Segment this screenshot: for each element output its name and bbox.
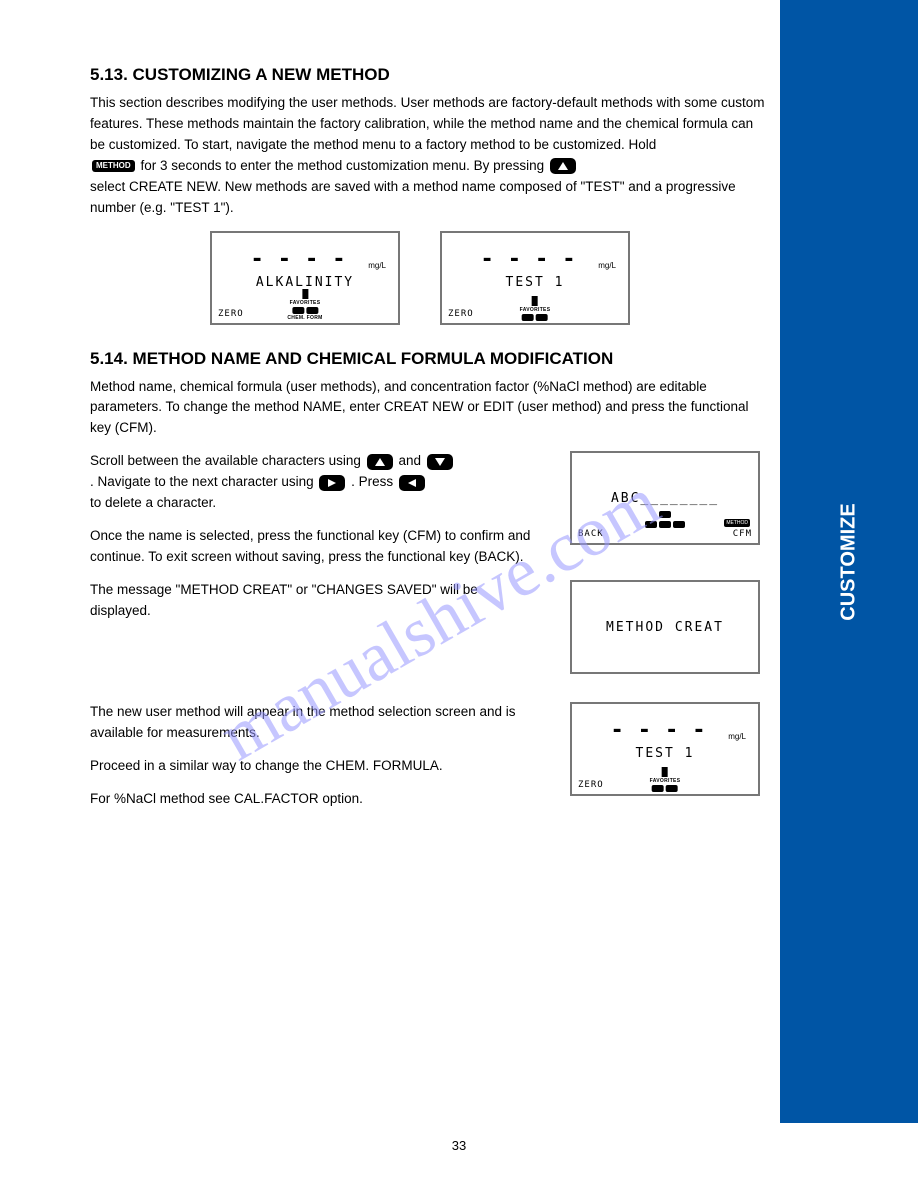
arrow-left-icon: [399, 475, 425, 491]
arrow-right-icon: [319, 475, 345, 491]
lcd-screen-abc: ABC________ BACK CFM METHOD: [570, 451, 760, 545]
lcd5-text: TEST 1: [572, 746, 758, 761]
lcd-screen-test1-a: ---- mg/L TEST 1 ZERO FAVORITES: [440, 231, 630, 325]
p3a: Scroll between the available characters …: [90, 451, 361, 472]
para1-part2: for 3 seconds to enter the method custom…: [140, 156, 544, 177]
lcd1-vial-icon: [302, 289, 308, 299]
paragraph-3: Scroll between the available characters …: [90, 451, 540, 514]
page-number: 33: [0, 1138, 918, 1153]
lcd5-vial-icon: [662, 767, 668, 777]
paragraph-7: Proceed in a similar way to change the C…: [90, 756, 540, 777]
method-key-icon: METHOD: [92, 160, 135, 172]
section-title-1: 5.13. CUSTOMIZING A NEW METHOD: [90, 65, 770, 85]
paragraph-2: Method name, chemical formula (user meth…: [90, 377, 770, 440]
lcd2-bottom: FAVORITES: [520, 296, 551, 321]
lcd1-arrows: [287, 307, 322, 314]
lcd1-unit: mg/L: [368, 261, 386, 270]
page-content: 5.13. CUSTOMIZING A NEW METHOD This sect…: [90, 65, 770, 824]
lcd2-fav: FAVORITES: [520, 307, 551, 313]
arrow-up-icon: [550, 158, 576, 174]
paragraph-6: The new user method will appear in the m…: [90, 702, 540, 744]
lcd3-method-icon: METHOD: [724, 519, 750, 527]
lcd3-arrow-row: [645, 521, 685, 528]
lcd1-fav: FAVORITES: [287, 300, 322, 306]
paragraph-8: For %NaCl method see CAL.FACTOR option.: [90, 789, 540, 810]
stripe-label: CUSTOMIZE: [838, 503, 861, 620]
arrow-up-icon: [367, 454, 393, 470]
lcd-row-1: ---- mg/L ALKALINITY ZERO FAVORITES CHEM…: [210, 231, 770, 325]
lcd-screen-alkalinity: ---- mg/L ALKALINITY ZERO FAVORITES CHEM…: [210, 231, 400, 325]
lcd3-back: BACK: [578, 529, 604, 539]
p3b: and: [398, 451, 421, 472]
section-title-2: 5.14. METHOD NAME AND CHEMICAL FORMULA M…: [90, 349, 770, 369]
lcd5-unit: mg/L: [728, 732, 746, 741]
lcd4-text: METHOD CREAT: [572, 620, 758, 635]
para1-part3: select CREATE NEW. New methods are saved…: [90, 177, 770, 219]
paragraph-4: Once the name is selected, press the fun…: [90, 526, 540, 568]
lcd5-zero: ZERO: [578, 780, 604, 790]
two-col-2: The message "METHOD CREAT" or "CHANGES S…: [90, 580, 770, 702]
lcd3-text: ABC________: [572, 491, 758, 506]
two-col-1: Scroll between the available characters …: [90, 451, 770, 580]
p3e: to delete a character.: [90, 493, 216, 514]
lcd1-zero: ZERO: [218, 309, 244, 319]
two-col-3: The new user method will appear in the m…: [90, 702, 770, 824]
lcd1-chem: CHEM. FORM: [287, 315, 322, 321]
lcd5-arrows: [650, 785, 681, 792]
side-stripe: CUSTOMIZE: [780, 0, 918, 1123]
lcd2-vial-icon: [532, 296, 538, 306]
paragraph-1: This section describes modifying the use…: [90, 93, 770, 219]
lcd5-fav: FAVORITES: [650, 778, 681, 784]
lcd1-bottom: FAVORITES CHEM. FORM: [287, 289, 322, 321]
arrow-down-icon: [427, 454, 453, 470]
paragraph-5: The message "METHOD CREAT" or "CHANGES S…: [90, 580, 540, 622]
para1-part1: This section describes modifying the use…: [90, 93, 770, 156]
p3d: . Press: [351, 472, 393, 493]
lcd2-unit: mg/L: [598, 261, 616, 270]
lcd1-text: ALKALINITY: [212, 275, 398, 290]
lcd-screen-test1-b: ---- mg/L TEST 1 ZERO FAVORITES: [570, 702, 760, 796]
lcd2-text: TEST 1: [442, 275, 628, 290]
p3c: . Navigate to the next character using: [90, 472, 314, 493]
lcd5-bottom: FAVORITES: [650, 767, 681, 792]
lcd3-up-icon: [659, 511, 671, 518]
lcd2-zero: ZERO: [448, 309, 474, 319]
lcd2-arrows: [520, 314, 551, 321]
lcd-screen-method-creat: METHOD CREAT: [570, 580, 760, 674]
lcd3-cfm: CFM: [733, 529, 752, 539]
